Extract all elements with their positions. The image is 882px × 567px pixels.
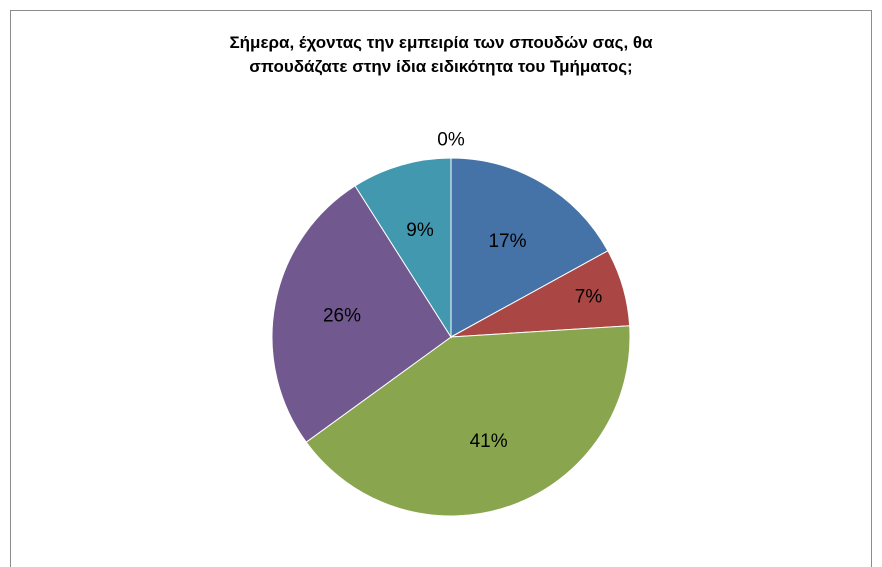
chart-title-line-1: Σήμερα, έχοντας την εμπειρία των σπουδών… [229,33,653,52]
pie-slice-4 [354,157,452,339]
pie-labels: 17% 7% 41% 26% 9% 0% [323,130,602,452]
slice-label-5: 0% [437,130,465,151]
chart-title-line-2: σπουδάζατε στην ίδια ειδικότητα του Τμήμ… [249,57,633,76]
chart-title: Σήμερα, έχοντας την εμπειρία των σπουδών… [0,31,882,79]
slice-label-0: 17% [488,231,526,252]
slice-label-4: 9% [406,220,434,241]
pie-slice-0 [450,157,609,338]
pie-slice-2 [305,325,631,517]
slice-label-2: 41% [470,431,508,452]
pie-slices [271,157,631,517]
pie-slice-3 [271,185,452,443]
slice-label-3: 26% [323,306,361,327]
slice-label-1: 7% [575,287,603,308]
